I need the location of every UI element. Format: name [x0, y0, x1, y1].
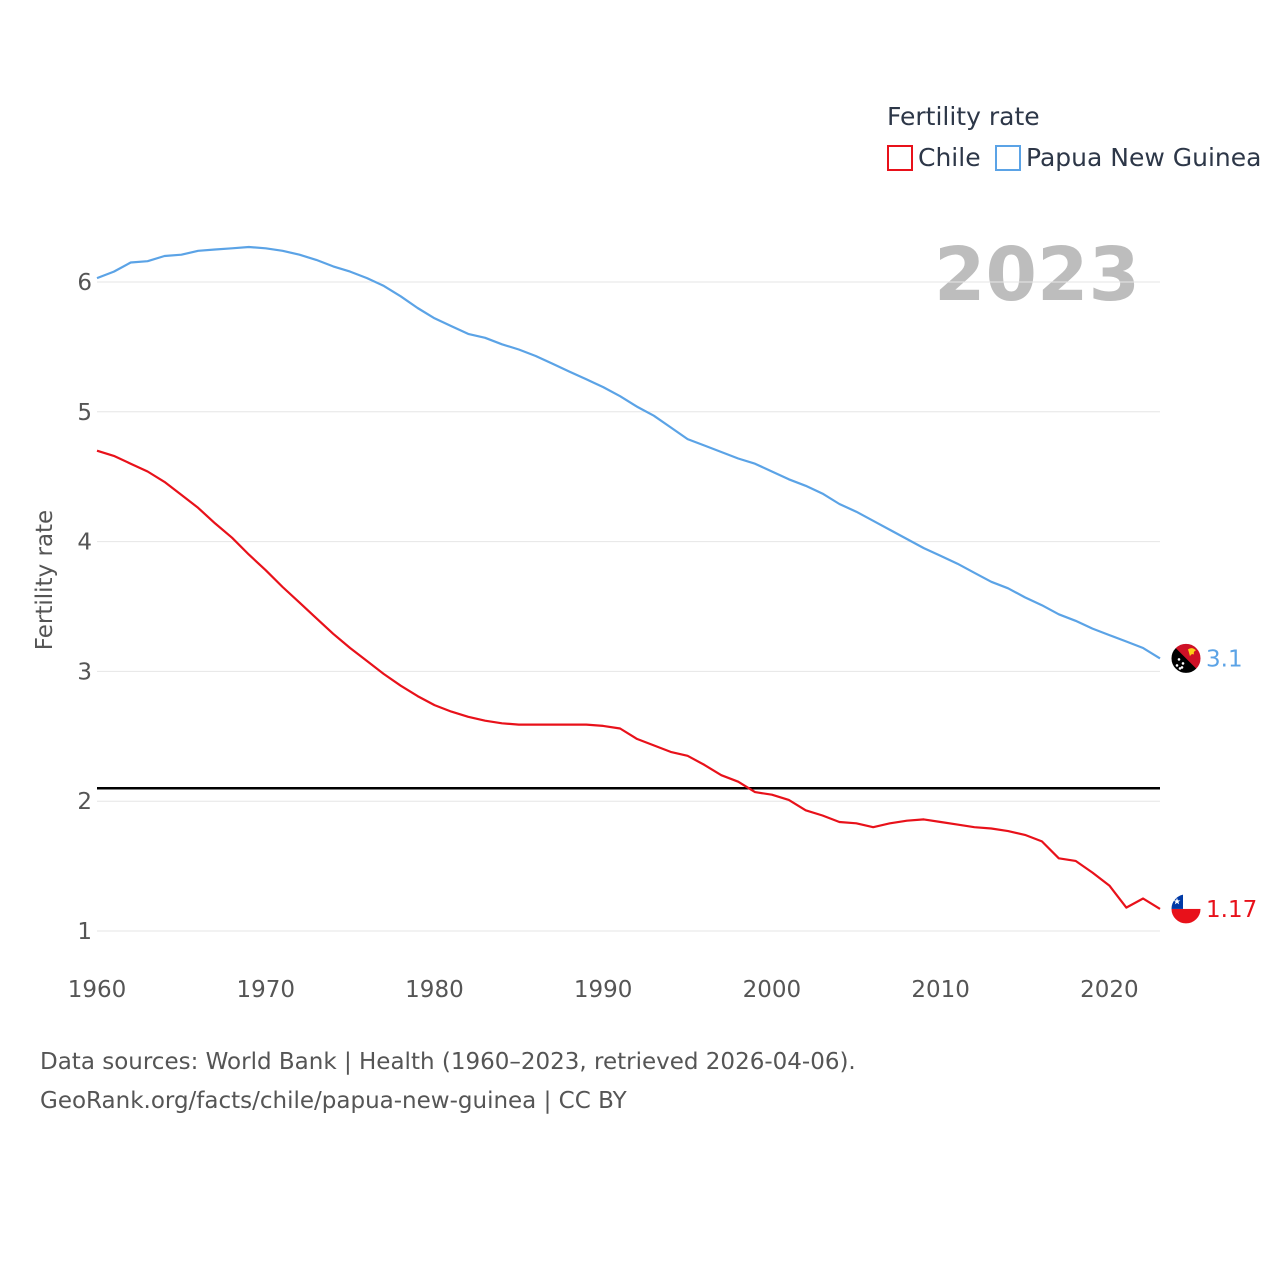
y-tick-label: 5: [77, 400, 92, 426]
end-value-label-chile: 1.17: [1206, 897, 1257, 923]
y-tick-label: 6: [77, 270, 92, 296]
x-tick-label: 2000: [743, 977, 802, 1003]
x-tick-label: 1970: [236, 977, 295, 1003]
gridlines: [97, 281, 1160, 932]
series-line-chile: [96, 449, 1161, 910]
x-tick-label: 1960: [68, 977, 127, 1003]
x-axis-ticks: 1960 1970 1980 1990 2000 2010 2020: [68, 977, 1139, 1003]
series-lines: [96, 245, 1161, 910]
papua-new-guinea-flag-icon: [1171, 643, 1201, 674]
end-value-label-papua-new-guinea: 3.1: [1206, 646, 1243, 672]
legend-label-papua-new-guinea: Papua New Guinea: [1026, 143, 1261, 172]
chile-flag-icon: [1171, 893, 1201, 924]
legend-label-chile: Chile: [918, 143, 981, 172]
source-line-2[interactable]: GeoRank.org/facts/chile/papua-new-guinea…: [40, 1088, 628, 1114]
y-tick-label: 1: [77, 919, 92, 945]
x-tick-label: 1980: [405, 977, 464, 1003]
source-line-1: Data sources: World Bank | Health (1960–…: [40, 1049, 856, 1075]
legend-title: Fertility rate: [887, 102, 1040, 131]
y-axis-label: Fertility rate: [32, 510, 58, 650]
x-tick-label: 2010: [911, 977, 970, 1003]
flag-border: [1170, 642, 1202, 674]
series-line-papua-new-guinea: [96, 245, 1161, 660]
y-tick-label: 2: [77, 789, 92, 815]
x-tick-label: 2020: [1080, 977, 1139, 1003]
legend: Fertility rate Chile Papua New Guinea: [887, 102, 1261, 172]
end-markers: 1.17 3.1: [1170, 642, 1257, 925]
y-axis-ticks: 1 2 3 4 5 6: [77, 270, 92, 945]
x-tick-label: 1990: [574, 977, 633, 1003]
y-tick-label: 3: [77, 659, 92, 685]
legend-swatch-papua-new-guinea: [995, 145, 1021, 171]
y-tick-label: 4: [77, 530, 92, 556]
year-label: 2023: [934, 232, 1140, 318]
flag-border: [1170, 893, 1202, 925]
legend-swatch-chile: [887, 145, 913, 171]
